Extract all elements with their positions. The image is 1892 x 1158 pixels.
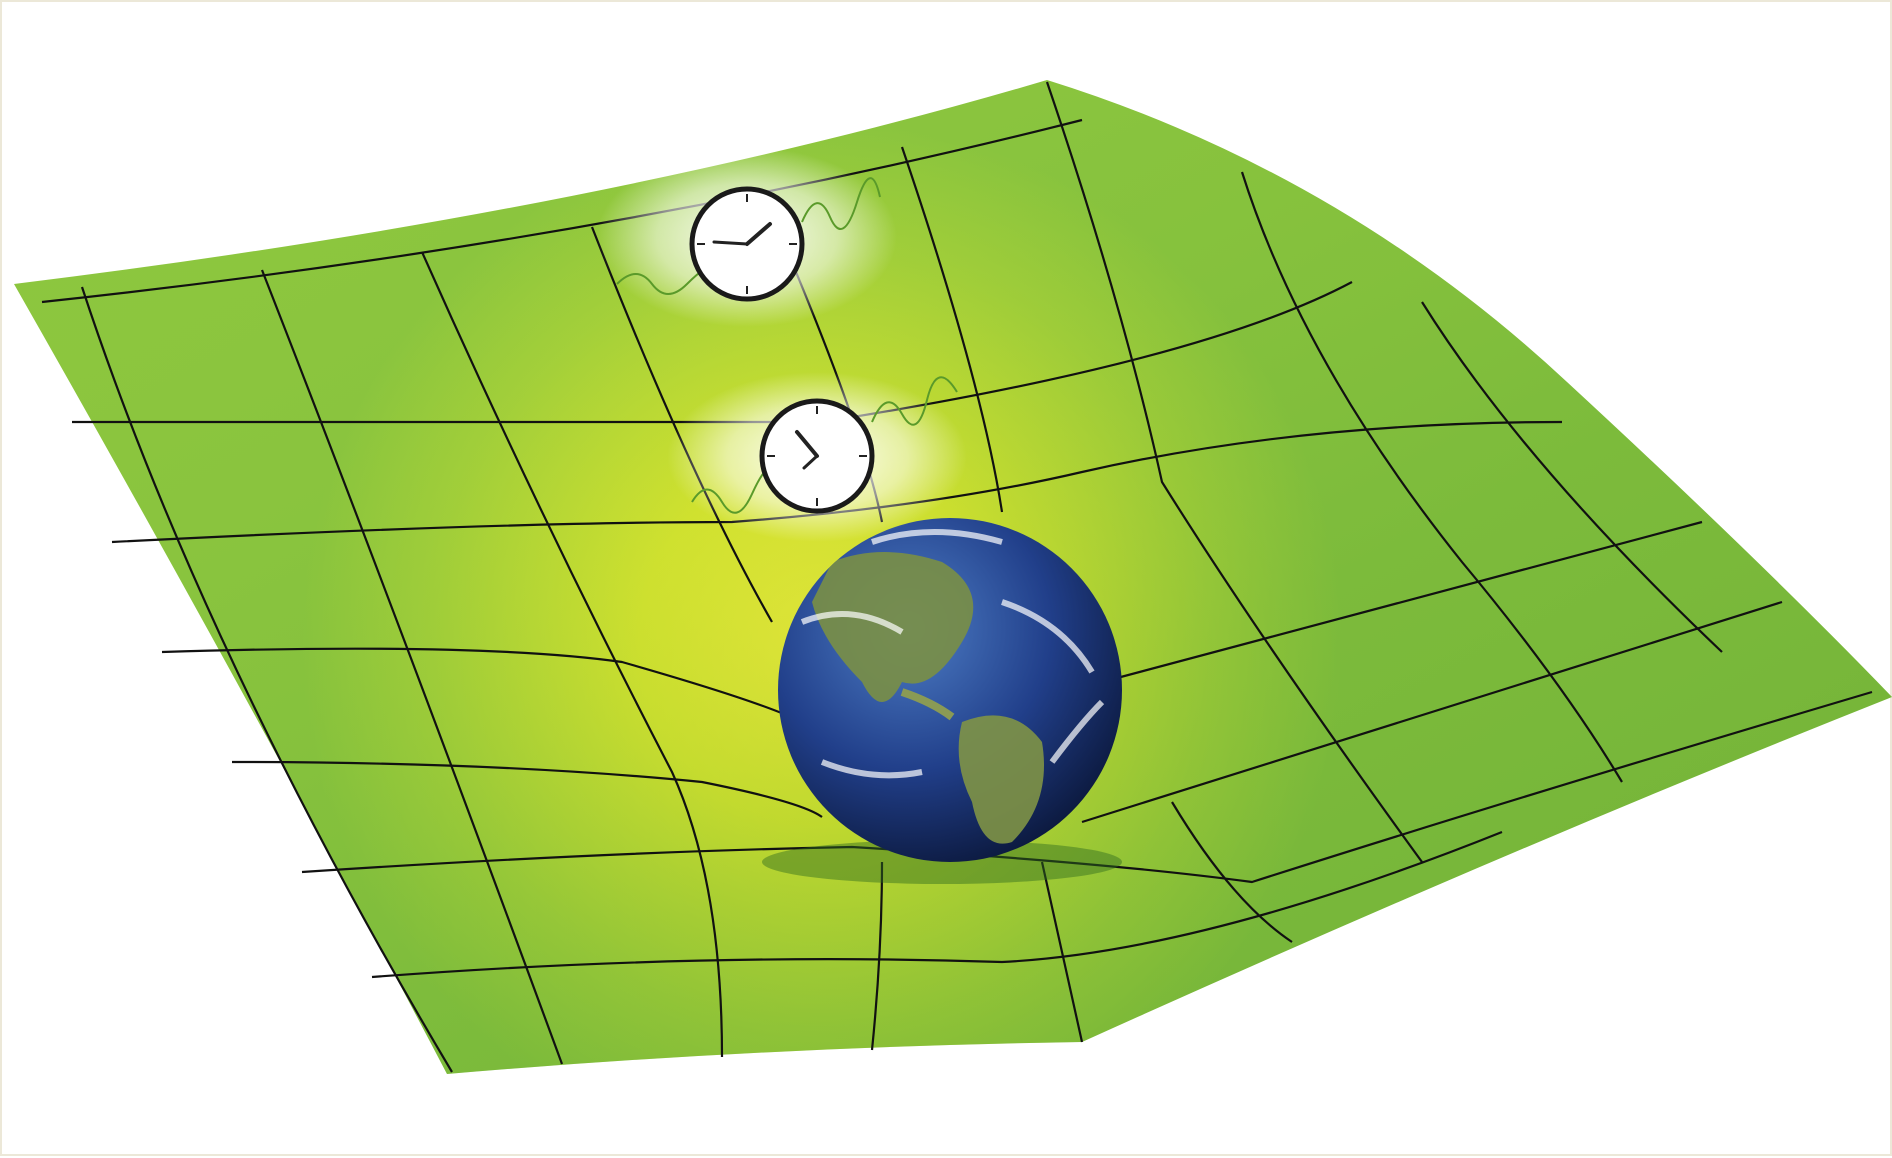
earth: [762, 518, 1122, 884]
lower-clock: [667, 372, 967, 542]
upper-clock: [597, 147, 897, 327]
